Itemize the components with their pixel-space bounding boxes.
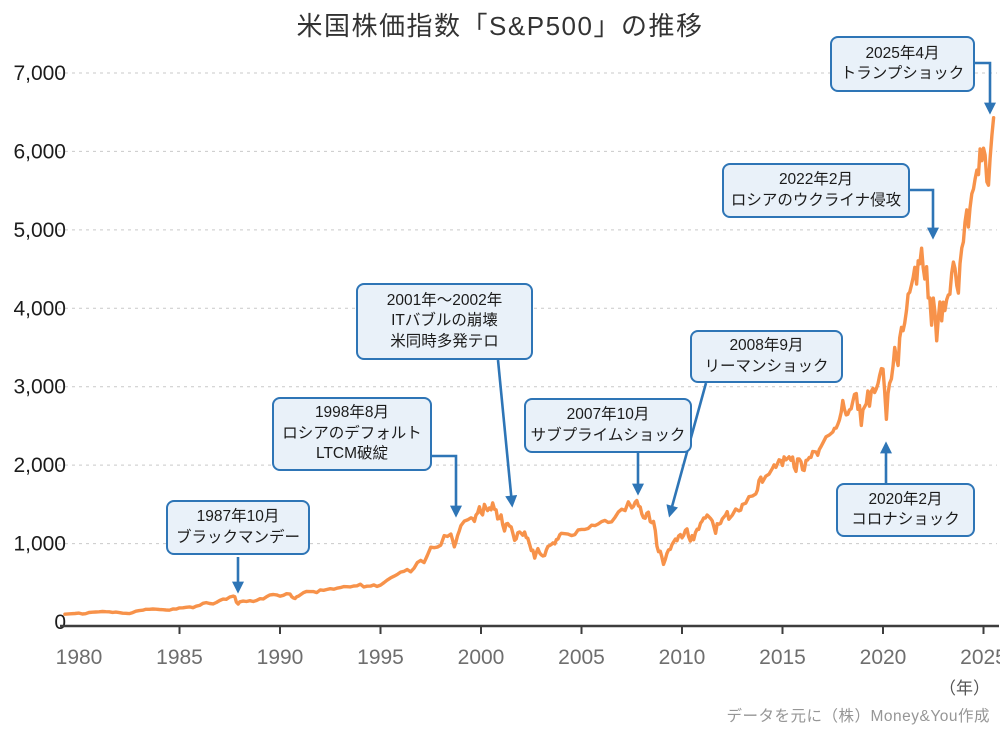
annotation-arrow-it-bubble xyxy=(496,359,518,508)
x-axis-tick-label: 2020 xyxy=(860,646,907,669)
sp500-line xyxy=(63,115,996,616)
x-axis-tick-label: 1990 xyxy=(257,646,304,669)
x-axis-tick-label: 2025 xyxy=(960,646,1000,669)
annotation-arrow-ltcm xyxy=(432,454,462,518)
x-axis-tick-label: 1985 xyxy=(156,646,203,669)
y-axis-tick-label: 5,000 xyxy=(13,219,66,242)
y-axis-tick-label: 2,000 xyxy=(13,454,66,477)
y-axis-tick-label: 0 xyxy=(54,611,66,634)
x-axis-tick-label: 1995 xyxy=(357,646,404,669)
x-axis-tick-label: 2000 xyxy=(458,646,505,669)
y-axis-tick-label: 3,000 xyxy=(13,376,66,399)
y-axis-tick-label: 6,000 xyxy=(13,140,66,163)
x-axis-tick-label: 2005 xyxy=(558,646,605,669)
chart-title: 米国株価指数「S&P500」の推移 xyxy=(296,11,704,41)
y-axis-tick-label: 7,000 xyxy=(13,62,66,85)
x-axis-tick-label: 2010 xyxy=(659,646,706,669)
y-axis-tick-label: 4,000 xyxy=(13,297,66,320)
annotation-arrow-trump xyxy=(975,61,996,115)
annotation-arrow-lehman xyxy=(666,382,708,518)
y-axis-tick-label: 1,000 xyxy=(13,533,66,556)
annotation-arrow-ukraine xyxy=(910,188,939,240)
x-axis-tick-label: 1980 xyxy=(56,646,103,669)
x-axis-unit-label: （年） xyxy=(939,679,990,698)
source-note: データを元に（株）Money&You作成 xyxy=(726,708,990,725)
x-axis-tick-label: 2015 xyxy=(759,646,806,669)
